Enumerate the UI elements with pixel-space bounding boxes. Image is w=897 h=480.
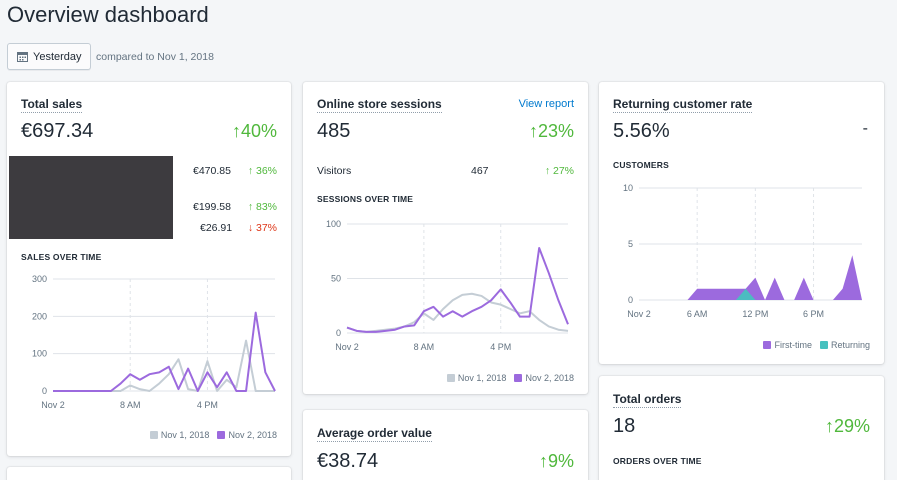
sales-row-2-amount: €199.58: [193, 201, 231, 213]
x-tick-label: 8 AM: [120, 400, 141, 410]
avg-order-title[interactable]: Average order value: [317, 426, 432, 442]
total-sales-change: ↑40%: [231, 121, 277, 141]
avg-order-value: €38.74: [317, 450, 379, 472]
legend-first-time: First-time: [763, 340, 812, 350]
online-store-sessions-card: Online store sessions View report 485 ↑2…: [303, 82, 588, 394]
sales-over-time-heading: SALES OVER TIME: [21, 252, 102, 262]
visitors-label: Visitors: [317, 165, 352, 177]
average-order-value-card: Average order value €38.74 ↑9%: [303, 410, 588, 480]
x-tick-label: 8 AM: [414, 342, 435, 352]
redacted-region: [9, 156, 173, 239]
total-sales-card: Total sales €697.34 ↑40% €470.85 ↑ 36% €…: [7, 82, 291, 456]
legend-current: Nov 2, 2018: [217, 430, 277, 440]
y-tick-label: 0: [336, 328, 341, 338]
x-tick-label: Nov 2: [627, 309, 651, 319]
total-orders-value: 18: [613, 415, 636, 437]
x-tick-label: Nov 2: [41, 400, 65, 410]
y-tick-label: 100: [326, 219, 341, 229]
sessions-over-time-heading: SESSIONS OVER TIME: [317, 194, 414, 204]
sessions-over-time-chart: 100 50 0 Nov 2 8 AM 4 PM: [326, 219, 569, 352]
orders-over-time-heading: ORDERS OVER TIME: [613, 456, 702, 466]
calendar-icon: [17, 52, 28, 62]
customers-chart: 10 5 0 Nov 2 6 AM 12 PM 6 PM: [623, 183, 862, 319]
y-tick-label: 0: [628, 295, 633, 305]
y-tick-label: 300: [32, 274, 47, 284]
avg-order-change: ↑9%: [538, 451, 574, 471]
sales-row-3-change: ↓ 37%: [247, 222, 277, 234]
customers-legend: First-time Returning: [755, 340, 870, 350]
sales-over-time-chart: 300 200 100 0 Nov 2 8 AM 4 PM: [32, 274, 276, 410]
returning-value: 5.56%: [613, 120, 670, 142]
legend-previous: Nov 1, 2018: [149, 430, 209, 440]
x-tick-label: 12 PM: [742, 309, 768, 319]
sessions-legend: Nov 1, 2018 Nov 2, 2018: [439, 373, 574, 383]
series-area-1: [639, 288, 862, 300]
total-sales-value: €697.34: [21, 120, 94, 142]
y-tick-label: 5: [628, 239, 633, 249]
page-title: Overview dashboard: [7, 2, 209, 27]
x-tick-label: 6 AM: [687, 309, 708, 319]
series-line-1: [53, 311, 276, 392]
total-sales-title[interactable]: Total sales: [21, 97, 83, 113]
returning-change: -: [862, 120, 868, 137]
legend-returning: Returning: [819, 340, 870, 350]
y-tick-label: 200: [32, 311, 47, 321]
sales-row-3-amount: €26.91: [200, 222, 233, 234]
series-line-0: [53, 339, 275, 392]
legend-current: Nov 2, 2018: [514, 373, 574, 383]
visitors-change: ↑ 27%: [544, 165, 574, 177]
sales-legend: Nov 1, 2018 Nov 2, 2018: [142, 430, 277, 440]
returning-title[interactable]: Returning customer rate: [613, 97, 753, 113]
sessions-title[interactable]: Online store sessions: [317, 97, 442, 113]
series-line-1: [346, 246, 569, 333]
sessions-value: 485: [317, 120, 351, 142]
y-tick-label: 50: [331, 274, 341, 284]
x-tick-label: Nov 2: [335, 342, 359, 352]
x-tick-label: 6 PM: [803, 309, 824, 319]
legend-previous: Nov 1, 2018: [446, 373, 506, 383]
total-orders-card: Total orders 18 ↑29% ORDERS OVER TIME: [599, 376, 884, 480]
sales-row-1-change: ↑ 36%: [247, 165, 277, 177]
series-area-0: [639, 255, 862, 300]
sales-row-1-amount: €470.85: [193, 165, 231, 177]
y-tick-label: 0: [42, 386, 47, 396]
returning-customer-rate-card: Returning customer rate 5.56% - CUSTOMER…: [599, 82, 884, 364]
series-line-0: [346, 292, 569, 333]
date-range-button[interactable]: Yesterday: [7, 43, 91, 70]
x-tick-label: 4 PM: [197, 400, 218, 410]
sessions-change: ↑23%: [528, 121, 574, 141]
sales-row-2-change: ↑ 83%: [247, 201, 277, 213]
partial-card: [7, 467, 291, 480]
view-report-link[interactable]: View report: [518, 98, 574, 110]
x-tick-label: 4 PM: [490, 342, 511, 352]
compared-to-text: compared to Nov 1, 2018: [96, 51, 214, 63]
y-tick-label: 100: [32, 349, 47, 359]
y-tick-label: 10: [623, 183, 633, 193]
date-range-label: Yesterday: [33, 50, 82, 63]
total-orders-change: ↑29%: [824, 416, 870, 436]
visitors-value: 467: [471, 165, 489, 177]
customers-heading: CUSTOMERS: [613, 160, 669, 170]
total-orders-title[interactable]: Total orders: [613, 392, 682, 408]
